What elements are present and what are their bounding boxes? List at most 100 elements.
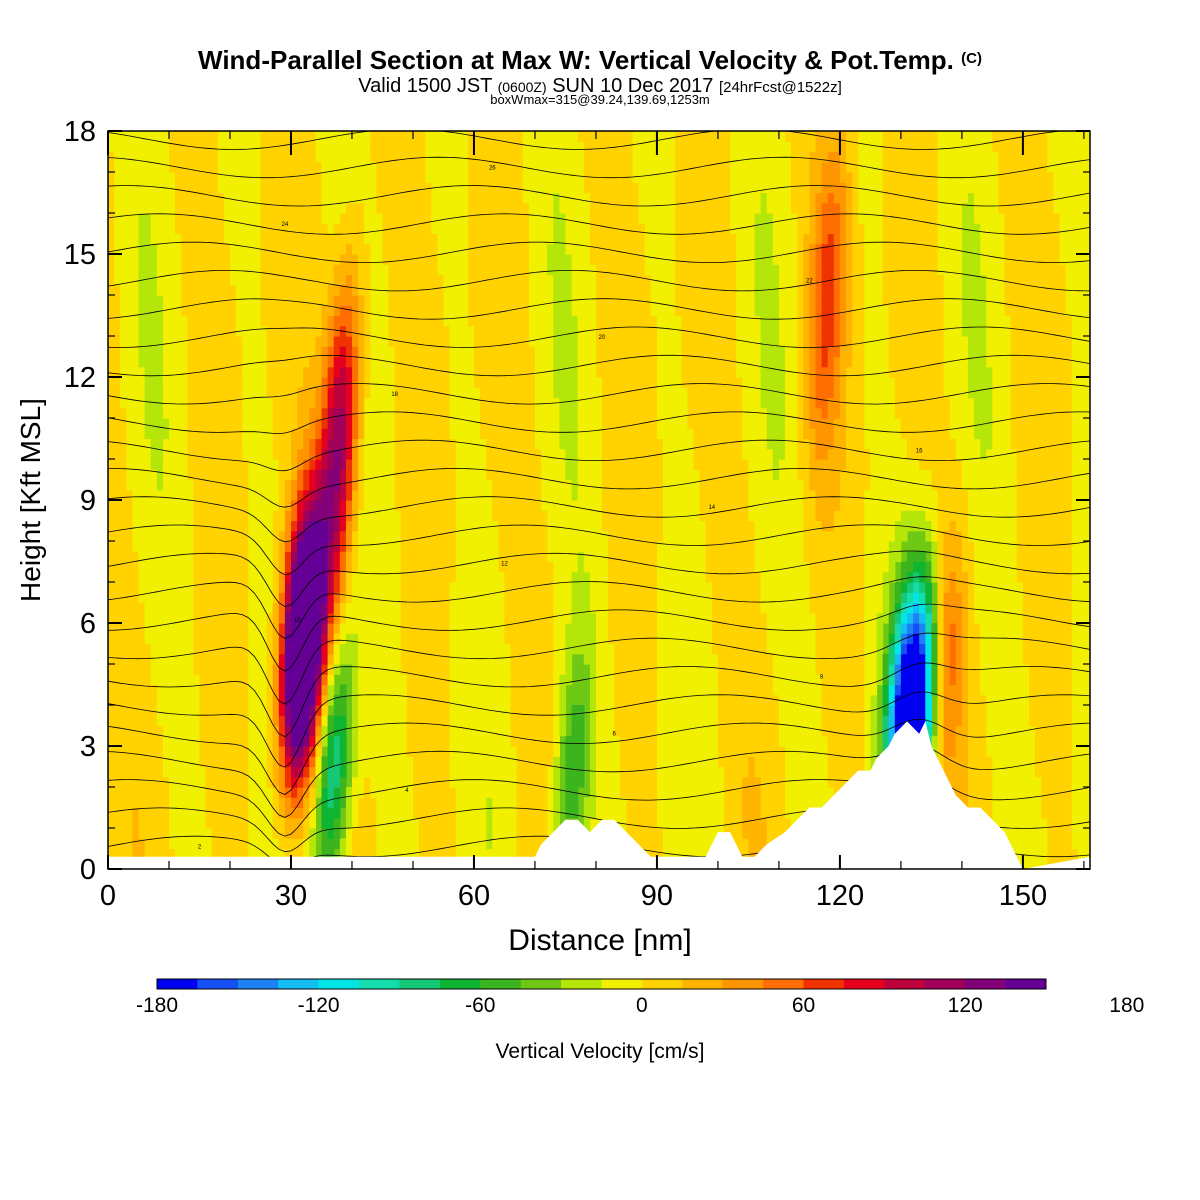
heat-cell	[663, 653, 670, 665]
heat-cell	[907, 694, 914, 706]
heat-cell	[169, 653, 176, 665]
heat-cell	[455, 602, 463, 614]
heat-cell	[352, 674, 359, 686]
heat-cell	[693, 705, 701, 716]
heat-cell	[913, 694, 920, 706]
heat-cell	[175, 592, 182, 604]
heat-cell	[827, 561, 835, 573]
heat-cell	[974, 602, 981, 614]
heat-cell	[675, 807, 682, 819]
heat-cell	[492, 551, 499, 563]
heat-cell	[394, 612, 402, 624]
heat-cell	[675, 684, 682, 696]
heat-cell	[730, 756, 737, 768]
heat-cell	[1022, 735, 1030, 747]
heat-cell	[199, 735, 207, 747]
heat-cell	[510, 725, 518, 737]
heat-cell	[382, 674, 390, 686]
heat-cell	[1016, 582, 1024, 593]
heat-cell	[248, 828, 255, 839]
heat-cell	[327, 633, 335, 645]
heat-cell	[1035, 612, 1042, 624]
heat-cell	[358, 582, 365, 593]
heat-cell	[992, 787, 1000, 798]
heat-cell	[242, 735, 249, 747]
heat-cell	[577, 633, 585, 645]
heat-cell	[217, 633, 225, 645]
heat-cell	[760, 735, 768, 747]
heat-cell	[650, 797, 658, 809]
heat-cell	[272, 838, 280, 850]
heat-cell	[461, 838, 469, 850]
heat-cell	[376, 735, 384, 747]
heat-cell	[492, 643, 499, 655]
heat-cell	[815, 735, 823, 747]
heat-cell	[327, 551, 335, 563]
heat-cell	[516, 664, 524, 675]
heat-cell	[1071, 633, 1079, 645]
heat-cell	[742, 623, 749, 634]
heat-cell	[888, 674, 896, 686]
heat-cell	[291, 766, 298, 778]
heat-cell	[1016, 817, 1024, 829]
heat-cell	[449, 643, 457, 655]
heat-cell	[754, 612, 762, 624]
heat-cell	[138, 592, 146, 604]
heat-cell	[846, 694, 853, 706]
heat-cell	[833, 612, 841, 624]
heat-cell	[754, 684, 762, 696]
heat-cell	[272, 684, 280, 696]
heat-cell	[498, 807, 506, 819]
heat-cell	[955, 725, 963, 737]
heat-cell	[498, 582, 506, 593]
heat-cell	[785, 612, 792, 624]
heat-cell	[541, 705, 548, 716]
heat-cell	[809, 766, 817, 778]
heat-cell	[559, 653, 567, 665]
heat-cell	[260, 838, 268, 850]
heat-cell	[955, 561, 963, 573]
heat-cell	[1065, 766, 1073, 778]
heat-cell	[309, 653, 316, 665]
heat-cell	[284, 746, 292, 757]
heat-cell	[242, 571, 249, 583]
heat-cell	[358, 674, 365, 686]
heat-cell	[449, 776, 457, 788]
heat-cell	[852, 684, 859, 696]
heat-cell	[455, 664, 463, 675]
heat-cell	[193, 571, 201, 583]
heat-cell	[626, 582, 634, 593]
heat-cell	[839, 612, 847, 624]
heat-cell	[778, 776, 786, 788]
heat-cell	[376, 551, 384, 563]
heat-cell	[437, 684, 445, 696]
heat-cell	[644, 623, 652, 634]
heat-cell	[998, 653, 1006, 665]
heat-cell	[1022, 848, 1030, 860]
heat-cell	[663, 694, 670, 706]
heat-cell	[980, 766, 987, 778]
heat-cell	[339, 766, 347, 778]
heat-cell	[638, 623, 646, 634]
heat-cell	[541, 694, 548, 706]
heat-cell	[1059, 807, 1067, 819]
heat-cell	[693, 725, 701, 737]
heat-cell	[132, 653, 140, 665]
heat-cell	[193, 602, 201, 614]
heat-cell	[754, 664, 762, 675]
heat-cell	[1010, 612, 1018, 624]
heat-cell	[626, 592, 634, 604]
heat-cell	[1059, 735, 1067, 747]
heat-cell	[1004, 664, 1012, 675]
heat-cell	[943, 694, 951, 706]
heat-cell	[1065, 705, 1073, 716]
heat-cell	[425, 694, 432, 706]
heat-cell	[998, 664, 1006, 675]
heat-cell	[400, 787, 408, 798]
heat-cell	[254, 817, 262, 829]
heat-cell	[864, 602, 871, 614]
heat-cell	[327, 848, 335, 860]
heat-cell	[778, 817, 786, 829]
heat-cell	[467, 797, 475, 809]
heat-cell	[199, 756, 207, 768]
